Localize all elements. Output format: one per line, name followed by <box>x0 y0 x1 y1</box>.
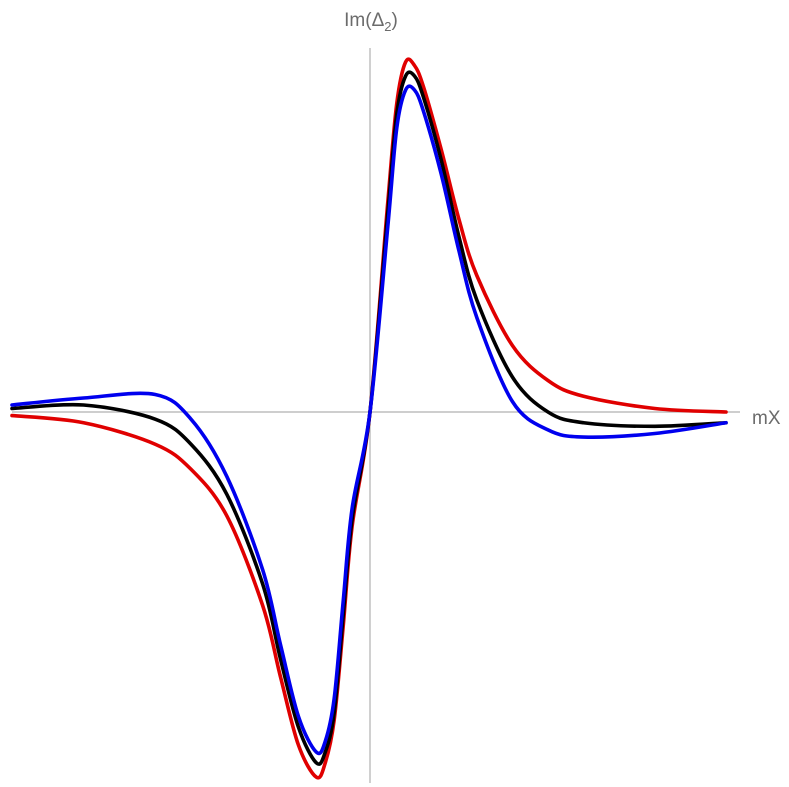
y-axis-label-prefix: Im(Δ <box>344 10 384 31</box>
y-axis-label: Im(Δ2) <box>344 10 398 34</box>
series-blue-line <box>10 84 728 756</box>
series-layer <box>10 57 728 780</box>
y-axis-label-subscript: 2 <box>384 19 391 34</box>
y-axis-label-suffix: ) <box>392 10 398 31</box>
x-axis-label: mX <box>752 408 781 429</box>
